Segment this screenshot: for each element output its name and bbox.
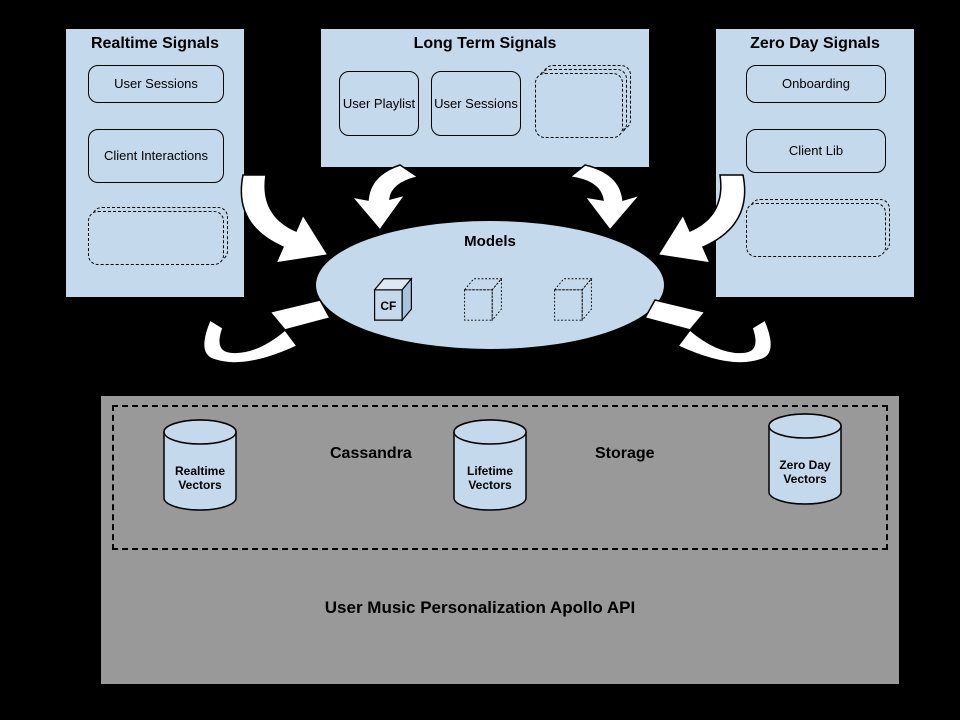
cylinder-zeroday-vectors: Zero Day Vectors <box>765 412 845 507</box>
realtime-signals-panel: Realtime Signals User Sessions Client In… <box>65 28 245 298</box>
zeroday-item-onboarding: Onboarding <box>746 65 886 103</box>
cube-placeholder-1 <box>460 276 506 322</box>
arrow-longterm-right-to-models <box>555 165 635 230</box>
zeroday-placeholder-front <box>746 203 886 257</box>
realtime-title: Realtime Signals <box>66 35 244 53</box>
cube-cf-label: CF <box>380 299 396 313</box>
realtime-item-user-sessions: User Sessions <box>88 65 224 103</box>
storage-label: Storage <box>595 445 655 463</box>
cylinder-realtime-vectors: Realtime Vectors <box>160 418 240 513</box>
cube-cf: CF <box>370 276 416 322</box>
zeroday-title: Zero Day Signals <box>716 35 914 53</box>
realtime-placeholder-front <box>88 211 224 265</box>
longterm-item-user-playlist: User Playlist <box>339 71 419 136</box>
cube-placeholder-2 <box>550 276 596 322</box>
arrow-realtime-to-models <box>228 175 348 265</box>
arrow-models-to-zeroday-vectors <box>640 300 820 410</box>
models-title: Models <box>316 233 664 250</box>
arrow-longterm-left-to-models <box>360 165 440 230</box>
realtime-item-client-interactions: Client Interactions <box>88 129 224 183</box>
api-title: User Music Personalization Apollo API <box>0 598 960 618</box>
cylinder-zeroday-label: Zero Day Vectors <box>765 458 845 487</box>
cassandra-label: Cassandra <box>330 445 412 463</box>
cylinder-realtime-label: Realtime Vectors <box>160 464 240 493</box>
arrow-zeroday-to-models <box>638 175 758 265</box>
cylinder-lifetime-label: Lifetime Vectors <box>450 464 530 493</box>
arrow-models-to-realtime-vectors <box>185 300 335 410</box>
longterm-signals-panel: Long Term Signals User Playlist User Ses… <box>320 28 650 168</box>
longterm-title: Long Term Signals <box>321 35 649 53</box>
cylinder-lifetime-vectors: Lifetime Vectors <box>450 418 530 513</box>
longterm-item-user-sessions: User Sessions <box>431 71 521 136</box>
longterm-placeholder-front <box>535 73 623 138</box>
zeroday-item-client-lib: Client Lib <box>746 129 886 173</box>
